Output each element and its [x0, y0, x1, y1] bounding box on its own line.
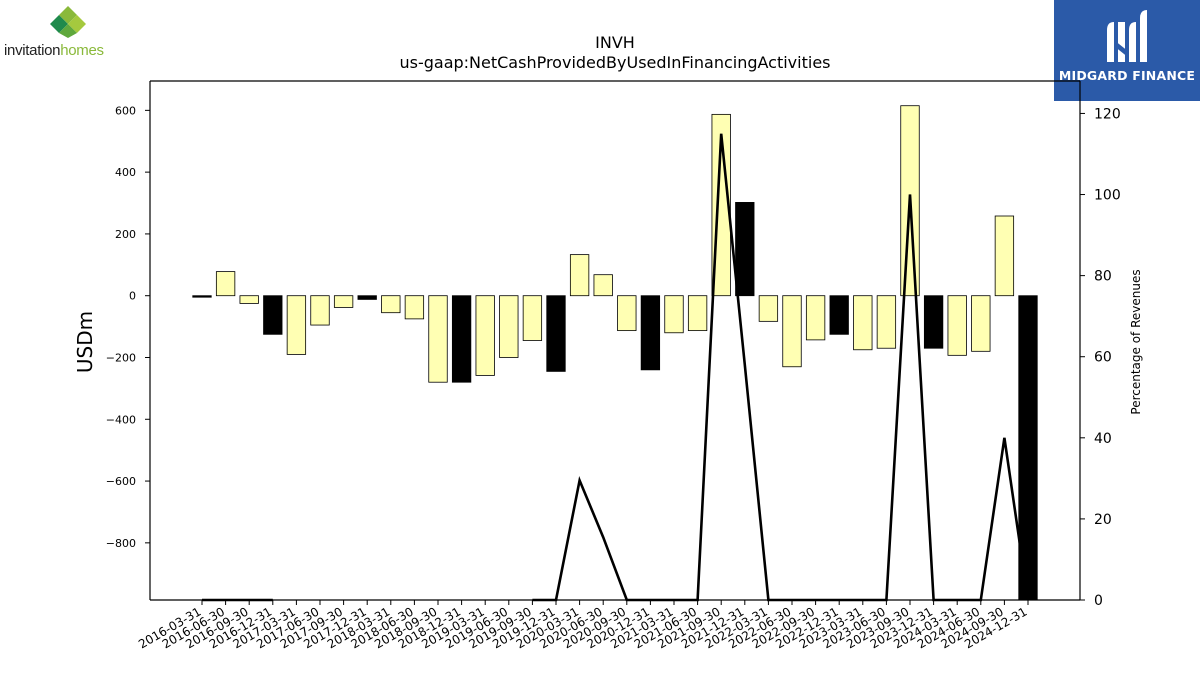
bar: [687, 295, 708, 332]
bar: [522, 295, 543, 341]
y-tick-label: 0: [129, 290, 136, 303]
bar: [428, 295, 448, 383]
chart-subtitle: us-gaap:NetCashProvidedByUsedInFinancing…: [399, 53, 830, 72]
invitation-homes-wordmark: invitationhomes: [4, 42, 104, 59]
chart-title: INVH: [595, 33, 635, 52]
midgard-m-icon: [1107, 10, 1147, 62]
bar: [782, 295, 802, 368]
series-line: [532, 133, 1030, 602]
bar: [239, 295, 259, 304]
y-tick-label: 400: [115, 166, 136, 179]
bar: [829, 295, 849, 335]
y-tick-label: −800: [106, 537, 136, 550]
y-tick-label: −400: [106, 413, 136, 426]
y-tick-label: −200: [106, 351, 136, 364]
bar: [947, 295, 967, 356]
y2-tick-label: 100: [1094, 188, 1121, 204]
bar: [640, 295, 661, 371]
bar: [971, 295, 991, 352]
invitation-homes-logo: invitationhomes: [4, 4, 134, 60]
bar: [475, 295, 495, 376]
y2-tick-label: 20: [1094, 512, 1112, 528]
bar: [286, 295, 307, 355]
y-axis-label: USDm: [73, 311, 97, 373]
bar: [499, 295, 519, 358]
bar: [215, 271, 236, 297]
bar: [310, 295, 330, 326]
bar: [876, 295, 897, 349]
bar: [357, 295, 377, 300]
y2-axis-label: Percentage of Revenues: [1129, 269, 1143, 414]
y-tick-label: 200: [115, 228, 136, 241]
bar: [593, 274, 613, 297]
bar: [263, 295, 283, 335]
bar: [404, 295, 425, 320]
bar: [994, 215, 1015, 297]
y2-tick-label: 120: [1094, 106, 1121, 122]
bar: [923, 295, 944, 349]
bar: [546, 295, 566, 372]
bar: [664, 295, 684, 334]
y2-tick-label: 80: [1094, 269, 1112, 285]
midgard-finance-text: MIDGARD FINANCE: [1058, 68, 1196, 83]
bar: [758, 295, 779, 322]
bar: [735, 202, 755, 297]
invitation-homes-leaf-icon: [50, 6, 86, 38]
y-tick-label: 600: [115, 104, 136, 117]
bar: [333, 295, 354, 308]
y2-tick-label: 0: [1094, 593, 1103, 609]
bar: [617, 295, 637, 332]
midgard-finance-logo: MIDGARD FINANCE: [1054, 0, 1200, 101]
y-tick-label: −600: [106, 475, 136, 488]
bar: [569, 254, 590, 297]
bar: [853, 295, 873, 351]
bar: [192, 295, 212, 298]
bar: [451, 295, 472, 383]
bar: [805, 295, 826, 341]
y2-tick-label: 40: [1094, 431, 1112, 447]
bar: [381, 295, 401, 314]
y2-tick-label: 60: [1094, 350, 1112, 366]
